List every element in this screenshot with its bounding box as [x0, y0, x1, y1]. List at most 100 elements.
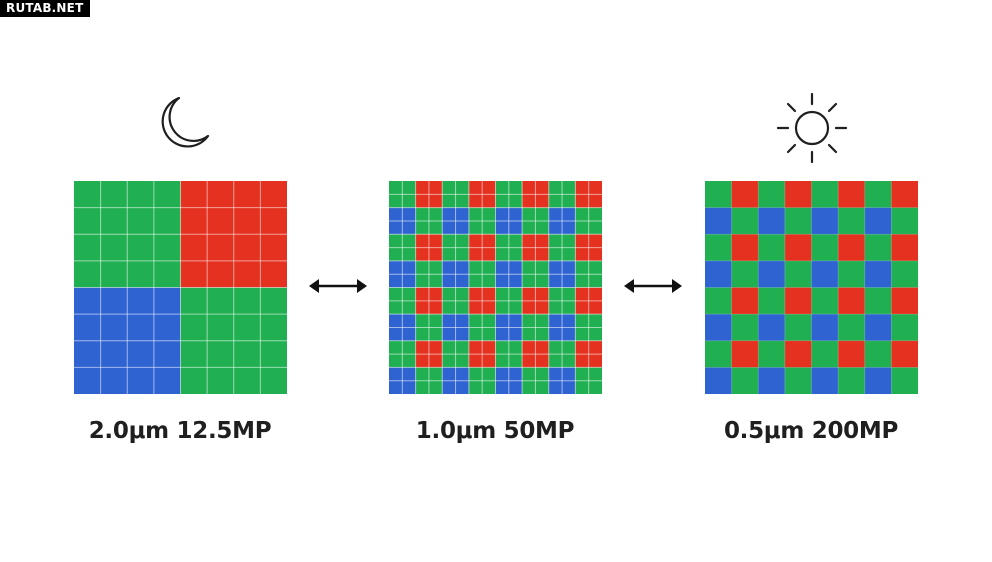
pixel-cell — [891, 207, 918, 235]
pixel-cell — [891, 287, 918, 315]
pixel-cell — [784, 207, 812, 235]
pixel-cell — [100, 181, 128, 209]
pixel-cell — [811, 340, 839, 368]
pixel-cell — [838, 314, 866, 342]
pixel-cell — [180, 314, 208, 342]
pixel-cell — [74, 207, 102, 235]
pixel-cell — [758, 367, 786, 394]
pixel-cell — [207, 234, 235, 262]
pixel-cell — [233, 287, 261, 315]
pixel-cell — [100, 287, 128, 315]
pixel-grid-binning-16x16 — [74, 181, 287, 394]
pixel-cell — [811, 287, 839, 315]
pixel-cell — [100, 234, 128, 262]
pixel-grid-binning-4x4 — [389, 181, 602, 394]
pixel-cell — [180, 287, 208, 315]
pixel-cell — [838, 181, 866, 209]
pixel-cell — [233, 207, 261, 235]
pixel-cell — [207, 367, 235, 394]
pixel-cell — [811, 260, 839, 288]
pixel-cell — [864, 181, 892, 209]
pixel-cell — [207, 340, 235, 368]
pixel-cell — [891, 314, 918, 342]
pixel-cell — [153, 260, 181, 288]
pixel-cell — [74, 260, 102, 288]
pixel-cell — [180, 260, 208, 288]
pixel-cell — [260, 340, 287, 368]
pixel-cell — [74, 314, 102, 342]
pixel-grid-svg — [389, 181, 602, 394]
pixel-cell — [864, 260, 892, 288]
pixel-cell — [784, 340, 812, 368]
pixel-cell — [731, 314, 759, 342]
pixel-cell — [127, 340, 155, 368]
pixel-cell — [811, 314, 839, 342]
pixel-cell — [233, 367, 261, 394]
pixel-cell — [864, 234, 892, 262]
pixel-cell — [74, 181, 102, 209]
pixel-cell — [864, 367, 892, 394]
pixel-cell — [74, 367, 102, 394]
pixel-cell — [100, 367, 128, 394]
pixel-cell — [233, 181, 261, 209]
pixel-cell — [705, 367, 733, 394]
pixel-cell — [731, 181, 759, 209]
pixel-cell — [180, 340, 208, 368]
pixel-cell — [705, 314, 733, 342]
pixel-cell — [891, 234, 918, 262]
pixel-cell — [891, 340, 918, 368]
pixel-cell — [811, 207, 839, 235]
pixel-cell — [838, 287, 866, 315]
pixel-cell — [74, 340, 102, 368]
double-arrow-icon — [624, 276, 682, 296]
panel-caption: 0.5μm 200MP — [723, 418, 899, 444]
pixel-cell — [180, 367, 208, 394]
pixel-cell — [127, 260, 155, 288]
pixel-cell — [127, 367, 155, 394]
pixel-cell — [784, 181, 812, 209]
panel-caption: 2.0μm 12.5MP — [88, 418, 272, 444]
pixel-cell — [838, 340, 866, 368]
pixel-cell — [260, 181, 287, 209]
pixel-cell — [731, 340, 759, 368]
pixel-cell — [260, 260, 287, 288]
sun-icon — [776, 92, 848, 164]
pixel-grid-svg — [705, 181, 918, 394]
pixel-cell — [127, 314, 155, 342]
watermark-label: RUTAB.NET — [0, 0, 91, 17]
pixel-cell — [731, 234, 759, 262]
pixel-cell — [260, 367, 287, 394]
pixel-cell — [758, 340, 786, 368]
pixel-cell — [233, 340, 261, 368]
pixel-cell — [233, 234, 261, 262]
pixel-cell — [127, 287, 155, 315]
pixel-cell — [705, 181, 733, 209]
pixel-cell — [153, 207, 181, 235]
pixel-cell — [891, 260, 918, 288]
pixel-cell — [731, 287, 759, 315]
pixel-cell — [260, 207, 287, 235]
pixel-cell — [784, 287, 812, 315]
pixel-cell — [260, 287, 287, 315]
pixel-cell — [207, 287, 235, 315]
pixel-cell — [180, 207, 208, 235]
pixel-cell — [127, 181, 155, 209]
pixel-cell — [100, 207, 128, 235]
pixel-cell — [891, 181, 918, 209]
pixel-cell — [838, 234, 866, 262]
pixel-cell — [153, 287, 181, 315]
pixel-cell — [758, 260, 786, 288]
pixel-cell — [705, 260, 733, 288]
pixel-cell — [233, 314, 261, 342]
pixel-cell — [100, 340, 128, 368]
pixel-cell — [758, 287, 786, 315]
pixel-cell — [864, 314, 892, 342]
pixel-cell — [207, 181, 235, 209]
pixel-grid-svg — [74, 181, 287, 394]
pixel-cell — [705, 234, 733, 262]
pixel-cell — [784, 314, 812, 342]
pixel-cell — [127, 207, 155, 235]
pixel-cell — [838, 260, 866, 288]
pixel-cell — [705, 207, 733, 235]
pixel-cell — [758, 314, 786, 342]
